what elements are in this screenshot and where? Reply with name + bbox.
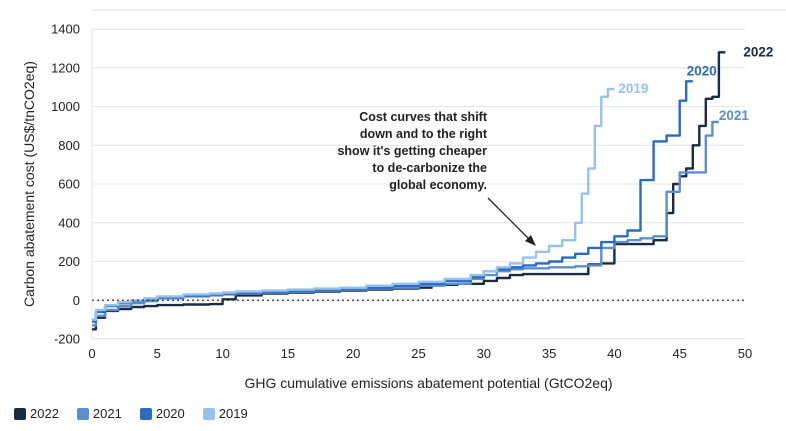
legend-swatch-2019	[202, 407, 215, 420]
x-tick-label: 25	[411, 346, 425, 361]
y-tick-label: 1200	[51, 60, 80, 75]
x-tick-label: 20	[346, 346, 360, 361]
series-label-2019: 2019	[618, 81, 648, 96]
x-axis-title: GHG cumulative emissions abatement poten…	[244, 375, 612, 391]
x-tick-label: 40	[607, 346, 621, 361]
x-tick-label: 30	[477, 346, 491, 361]
legend: 2022 2021 2020 2019	[14, 406, 248, 421]
series-label-2020: 2020	[687, 63, 717, 78]
y-tick-label: 400	[58, 215, 80, 230]
legend-label: 2022	[30, 406, 59, 421]
annotation-arrowhead	[525, 235, 536, 246]
y-tick-labels: -200 0 200 400 600 800 1000 1200 1400	[51, 22, 80, 347]
gridlines	[91, 28, 745, 340]
annotation-line: global economy.	[389, 178, 487, 192]
series-lines	[92, 51, 726, 331]
y-tick-label: 1000	[51, 99, 80, 114]
legend-item-2021: 2021	[76, 406, 122, 421]
legend-label: 2021	[92, 406, 122, 421]
y-axis-title: Carbon abatement cost (US$/tnCO2eq)	[21, 61, 37, 307]
y-tick-label: 200	[58, 254, 80, 269]
series-line-2019	[92, 87, 615, 321]
legend-item-2022: 2022	[14, 406, 59, 421]
annotation-line: to de-carbonize the	[372, 161, 487, 175]
annotation-line: Cost curves that shift	[359, 110, 488, 124]
y-tick-label: 600	[58, 177, 80, 192]
legend-swatch-2020	[139, 407, 152, 420]
y-tick-label: 800	[58, 138, 80, 153]
legend-swatch-2022	[14, 407, 26, 420]
legend-item-2019: 2019	[202, 406, 248, 421]
x-tick-label: 15	[281, 346, 295, 361]
annotation: Cost curves that shift down and to the ri…	[337, 110, 487, 192]
x-tick-label: 0	[88, 346, 95, 361]
x-tick-label: 45	[672, 346, 686, 361]
legend-item-2020: 2020	[139, 406, 185, 421]
y-tick-label: -200	[54, 332, 80, 347]
x-tick-label: 10	[215, 346, 229, 361]
series-end-labels: 2022 2021 2020 2019	[618, 44, 773, 123]
x-tick-label: 35	[542, 346, 556, 361]
x-tick-label: 5	[154, 346, 161, 361]
x-tick-label: 50	[738, 346, 752, 361]
y-tick-label: 0	[73, 293, 80, 308]
series-label-2022: 2022	[743, 44, 773, 59]
legend-swatch-2021	[76, 407, 89, 420]
y-tick-label: 1400	[51, 22, 80, 37]
annotation-line: show it's getting cheaper	[337, 144, 487, 158]
x-tick-labels: 0 5 10 15 20 25 30 35 40 45 50	[88, 346, 752, 361]
legend-label: 2019	[218, 406, 248, 421]
annotation-line: down and to the right	[360, 127, 488, 141]
series-label-2021: 2021	[719, 108, 750, 123]
legend-label: 2020	[155, 406, 185, 421]
annotation-arrow	[487, 197, 531, 241]
